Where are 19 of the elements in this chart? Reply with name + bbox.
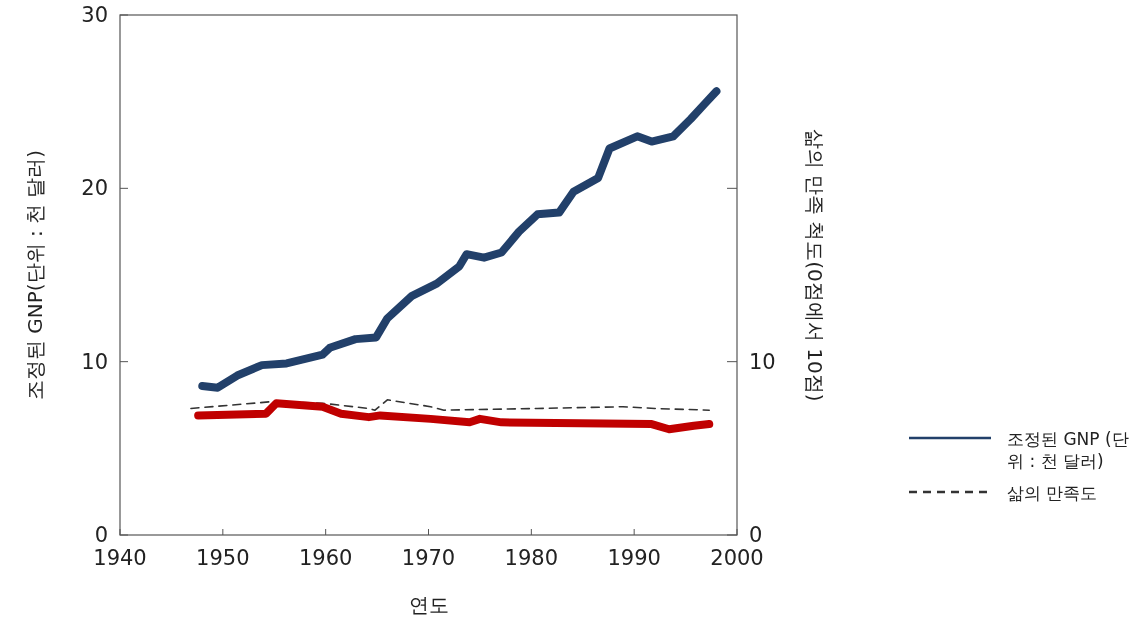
x-tick-label: 1970 xyxy=(401,546,456,570)
y2-tick-label: 0 xyxy=(749,523,763,547)
x-tick-label: 1950 xyxy=(196,546,250,570)
y-tick-label: 20 xyxy=(81,176,108,201)
x-axis-title: 연도 xyxy=(408,593,449,617)
x-tick-label: 2000 xyxy=(710,546,764,570)
y-tick-label: 10 xyxy=(81,349,108,374)
x-tick-label: 1940 xyxy=(93,546,147,570)
y-axis-title: 조정된 GNP(단위 : 천 달러) xyxy=(23,149,47,401)
x-tick-label: 1990 xyxy=(607,546,661,570)
x-tick-label: 1980 xyxy=(504,546,559,570)
line-series xyxy=(190,399,711,411)
x-tick-label: 1960 xyxy=(298,546,353,570)
y-tick-label: 0 xyxy=(94,523,108,547)
y-tick-label: 30 xyxy=(81,3,108,27)
y2-tick-label: 10 xyxy=(749,349,776,374)
legend-label: 조정된 GNP (단위 : 천 달러) xyxy=(1007,428,1130,473)
y2-axis-title: 삶의 만족 척도(0점에서 10점) xyxy=(803,128,827,402)
legend-label: 삶의 만족도 xyxy=(1007,482,1098,505)
